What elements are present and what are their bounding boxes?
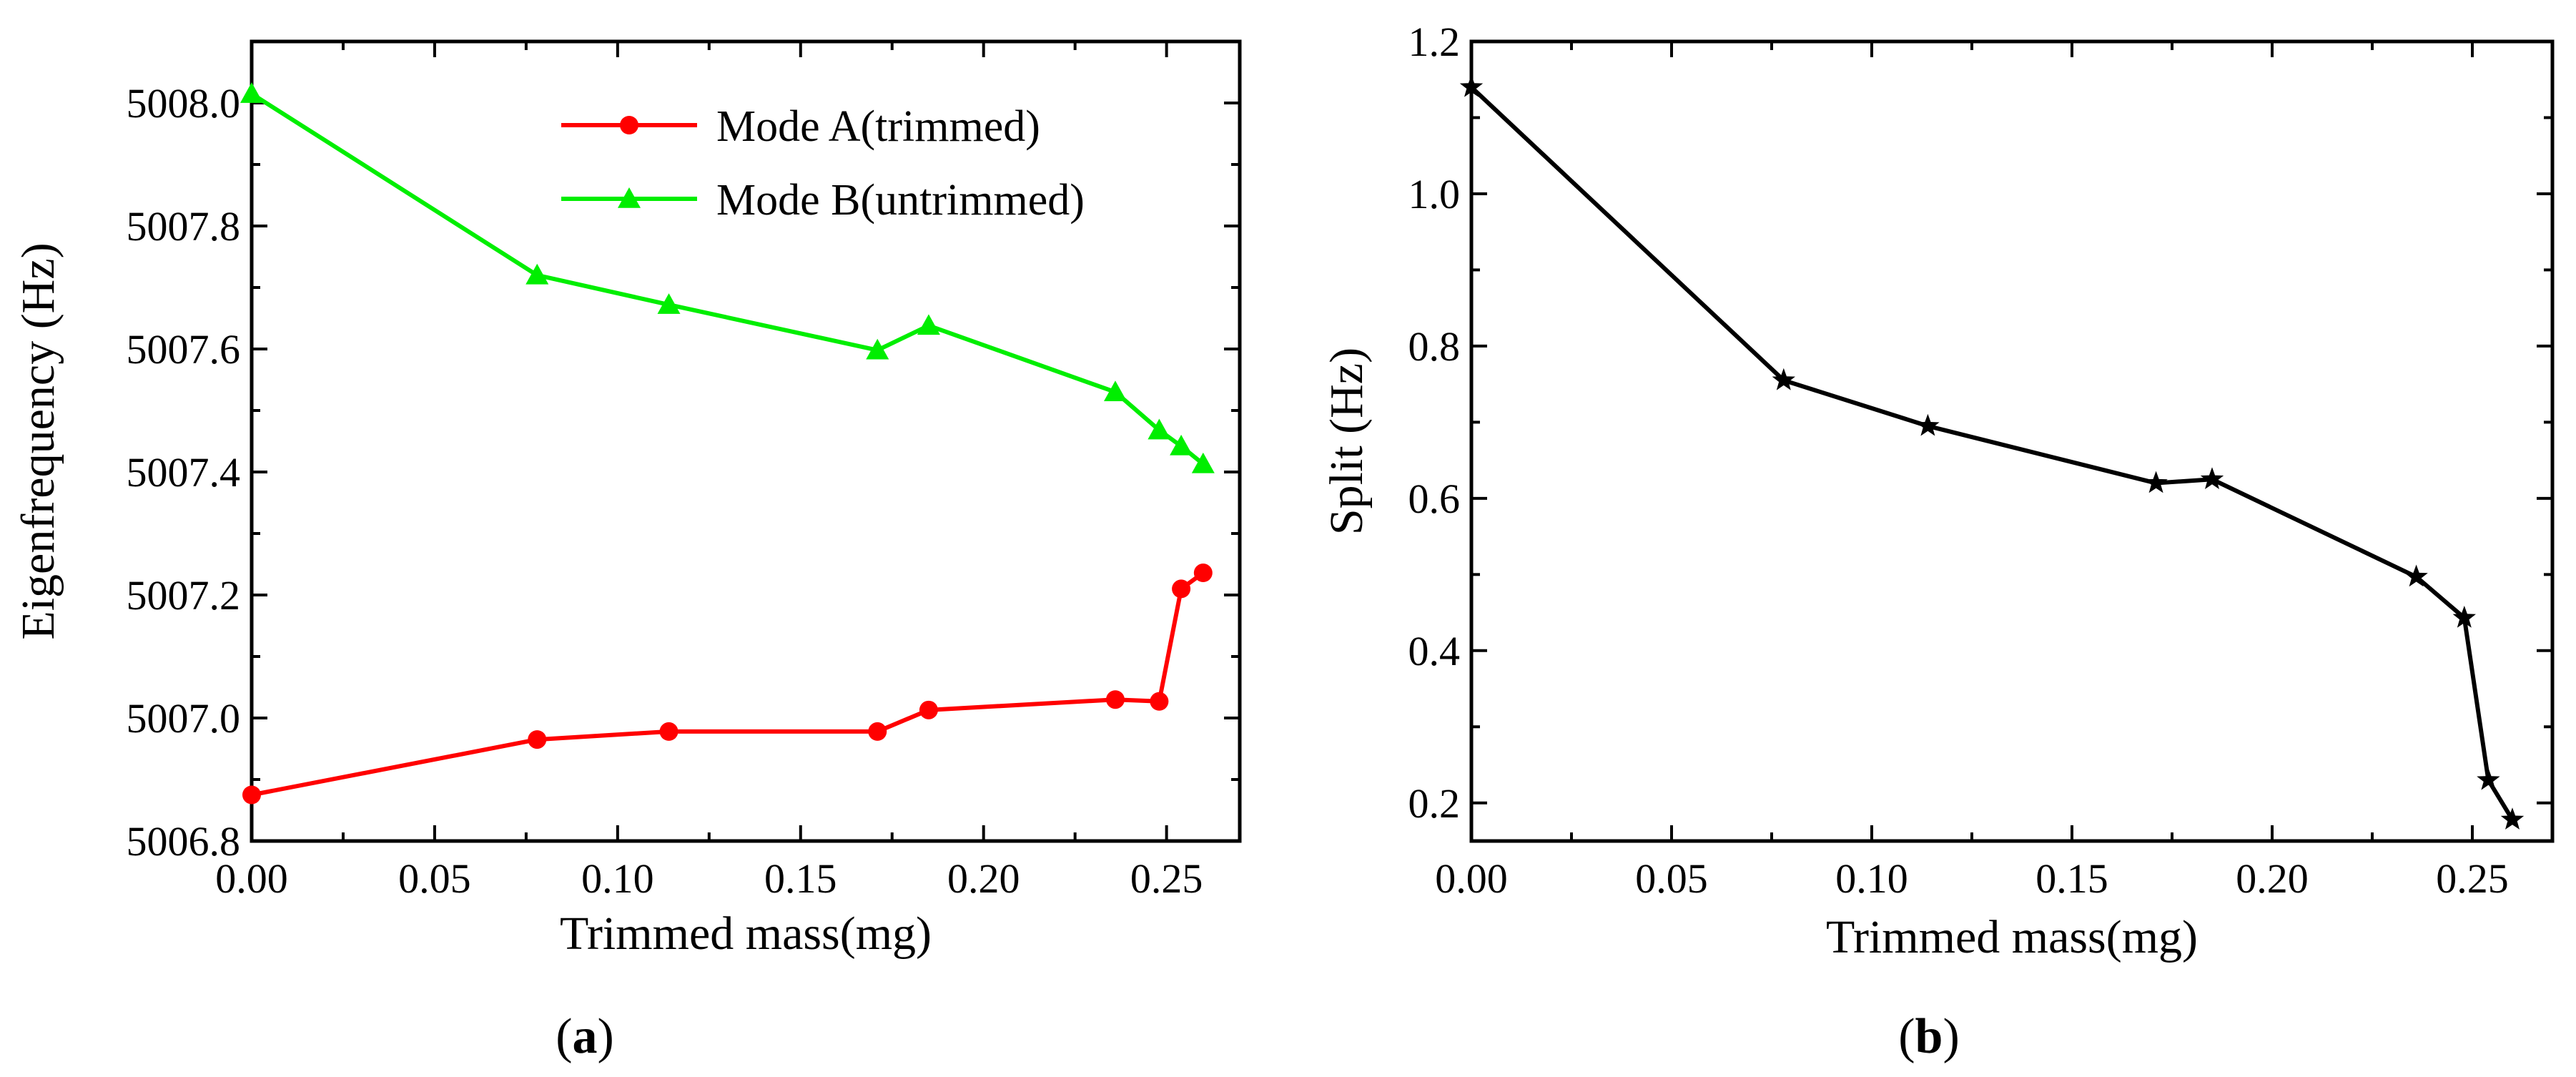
panel-b-data-point-split <box>1772 368 1795 390</box>
panel-a-y-axis-title: Eigenfrequency (Hz) <box>12 242 64 639</box>
panel-a-y-tick-label: 5007.0 <box>127 695 241 742</box>
panel-a-y-tick-label: 5007.4 <box>127 449 241 496</box>
panel-b-x-tick-label: 0.15 <box>2035 855 2108 902</box>
panel-a-y-tick-label: 5008.0 <box>127 80 241 127</box>
panel-a-x-axis-title: Trimmed mass(mg) <box>560 908 932 960</box>
panel-b-y-tick-label: 0.2 <box>1408 780 1461 827</box>
panel-b-plot-frame <box>1469 39 2555 843</box>
panel-a-data-point-mode-b-untrimmed <box>657 293 681 314</box>
panel-b-y-tick-label: 0.8 <box>1408 323 1461 370</box>
panel-b: 0.00 0.05 0.10 0.15 0.20 0.25 0.2 0.4 0.6 0.8 1.0 1… <box>1321 19 2555 1064</box>
panel-b-data-point-split <box>1916 413 1940 436</box>
panel-b-series-line-split <box>1469 85 2515 821</box>
panel-a-x-tick-label: 0.10 <box>581 855 654 902</box>
panel-b-x-tick-label: 0.20 <box>2236 855 2309 902</box>
panel-a-data-point-mode-b-untrimmed <box>866 338 889 360</box>
panel-a-data-point-mode-a-trimmed <box>868 722 887 741</box>
panel-a-data-point-mode-a-trimmed <box>1150 692 1169 711</box>
panel-b-ticks: 0.00 0.05 0.10 0.15 0.20 0.25 0.2 0.4 0.6 0.8 1.0 1… <box>1408 19 2552 902</box>
panel-b-x-tick-label: 0.00 <box>1435 855 1508 902</box>
panel-a-data-point-mode-a-trimmed <box>1105 690 1125 709</box>
panel-a-data-point-mode-b-untrimmed <box>1148 418 1171 440</box>
panel-a-x-tick-label: 0.05 <box>398 855 471 902</box>
panel-a-data-point-mode-a-trimmed <box>1193 564 1213 583</box>
panel-a-series <box>240 82 1215 805</box>
panel-b-x-tick-label: 0.05 <box>1635 855 1708 902</box>
panel-a-data-point-mode-b-untrimmed <box>525 263 549 285</box>
legend-marker-mode-a-trimmed <box>620 116 638 134</box>
panel-a-y-tick-label: 5007.2 <box>127 572 241 619</box>
panel-a-data-point-mode-b-untrimmed <box>917 314 940 335</box>
panel-a-data-point-mode-a-trimmed <box>919 700 938 719</box>
panel-a-x-tick-label: 0.25 <box>1130 855 1203 902</box>
panel-a-data-point-mode-b-untrimmed <box>1103 380 1127 401</box>
legend-marker-mode-b-untrimmed <box>618 187 641 208</box>
panel-a-series-line-mode-a-trimmed <box>251 571 1205 797</box>
panel-a: 0.00 0.05 0.10 0.15 0.20 0.25 5006.8 5007.0 5007… <box>12 39 1242 1064</box>
panel-b-caption-letter: b <box>1915 1009 1943 1064</box>
panel-a-data-point-mode-b-untrimmed <box>240 82 263 103</box>
panel-b-data-point-split <box>1459 74 1484 97</box>
panel-b-data-point-split <box>2452 606 2476 628</box>
panel-b-y-tick-label: 0.4 <box>1408 628 1461 674</box>
panel-a-legend: Mode A(trimmed) Mode B(untrimmed) <box>561 102 1085 225</box>
panel-a-y-tick-label: 5006.8 <box>127 818 241 865</box>
panel-a-y-tick-label: 5007.8 <box>127 203 241 250</box>
panel-a-caption: (a) <box>556 1009 614 1064</box>
panel-b-y-tick-label: 1.0 <box>1408 171 1461 217</box>
panel-b-y-tick-label: 1.2 <box>1408 19 1461 65</box>
panel-b-caption: (b) <box>1898 1009 1960 1064</box>
panel-a-x-tick-label: 0.20 <box>947 855 1020 902</box>
legend-label-mode-a-trimmed: Mode A(trimmed) <box>716 102 1040 151</box>
panel-b-data-point-split <box>2500 807 2525 830</box>
panel-b-x-axis-title: Trimmed mass(mg) <box>1826 911 2198 963</box>
panel-b-x-tick-label: 0.10 <box>1835 855 1908 902</box>
panel-a-caption-letter: a <box>573 1009 598 1064</box>
panel-a-data-point-mode-a-trimmed <box>659 722 678 741</box>
panel-b-x-tick-label: 0.25 <box>2436 855 2509 902</box>
panel-b-data-point-split <box>2200 467 2224 489</box>
panel-a-plot-frame <box>250 39 1242 843</box>
panel-b-data-point-split <box>2477 767 2500 790</box>
panel-a-data-point-mode-a-trimmed <box>242 785 261 805</box>
panel-a-y-tick-label: 5007.6 <box>127 326 241 373</box>
panel-a-x-tick-label: 0.15 <box>764 855 837 902</box>
panel-a-data-point-mode-a-trimmed <box>528 730 547 749</box>
panel-b-series <box>1459 74 2525 830</box>
panel-b-y-tick-label: 0.6 <box>1408 476 1461 522</box>
panel-a-data-point-mode-b-untrimmed <box>1191 452 1215 473</box>
panel-b-data-point-split <box>2404 564 2428 587</box>
legend-label-mode-b-untrimmed: Mode B(untrimmed) <box>716 176 1085 225</box>
panel-b-data-point-split <box>2144 471 2168 493</box>
panel-a-data-point-mode-a-trimmed <box>1172 579 1191 599</box>
panel-a-data-point-mode-b-untrimmed <box>1170 434 1193 456</box>
panel-a-ticks: 0.00 0.05 0.10 0.15 0.20 0.25 5006.8 5007.0 5007… <box>127 41 1240 902</box>
panel-a-x-tick-label: 0.00 <box>215 855 288 902</box>
panel-b-y-axis-title: Split (Hz) <box>1321 348 1373 535</box>
